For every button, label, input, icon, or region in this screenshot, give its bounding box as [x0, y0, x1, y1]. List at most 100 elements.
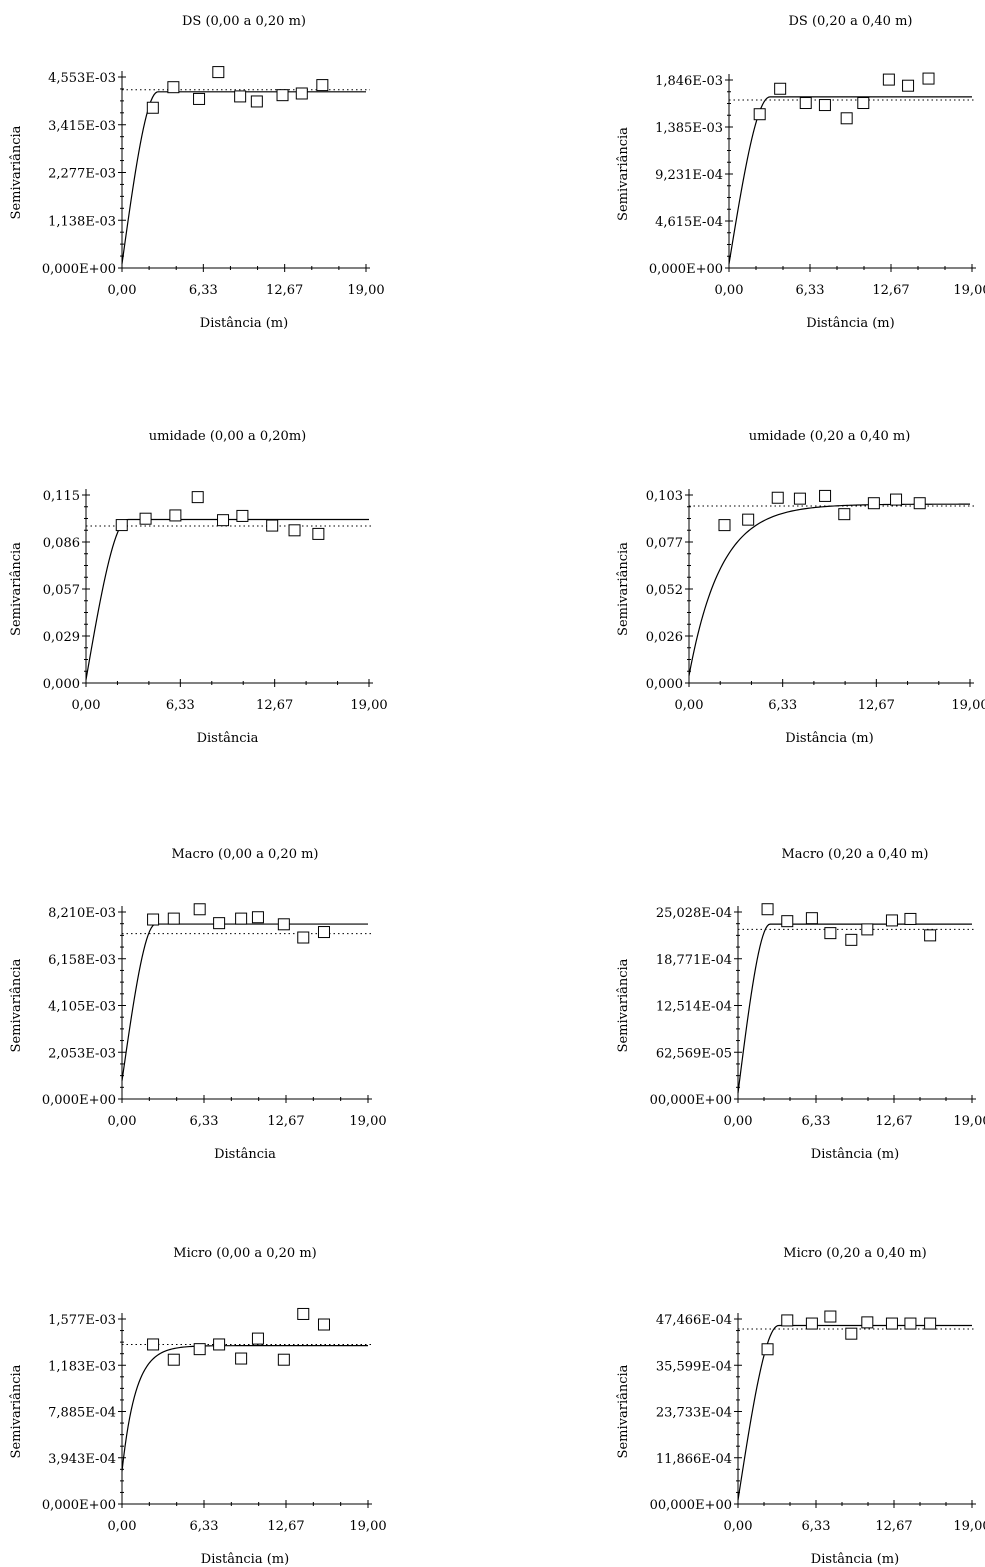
data-point — [193, 92, 206, 105]
x-tick-label: 19,00 — [953, 1519, 985, 1534]
data-point — [235, 1352, 248, 1365]
x-tick-label: 19,00 — [350, 698, 387, 713]
y-tick-label: 0,057 — [43, 583, 80, 598]
data-point — [115, 519, 128, 532]
x-tick-label: 19,00 — [347, 283, 384, 298]
y-tick-label: 0,000E+00 — [42, 1498, 116, 1513]
data-point — [867, 497, 880, 510]
y-tick-label: 4,105E-03 — [48, 1000, 116, 1015]
data-point — [235, 912, 248, 925]
x-tick-label: 12,67 — [875, 1519, 912, 1534]
y-tick-label: 0,029 — [43, 630, 80, 645]
y-tick-label: 0,000 — [43, 677, 80, 692]
chart-title: Micro (0,20 a 0,40 m) — [783, 1246, 926, 1261]
y-tick-label: 1,846E-03 — [655, 74, 723, 89]
chart-panel-5: Macro (0,20 a 0,40 m) Semivariância Dist… — [616, 847, 985, 1162]
y-tick-label: 3,943E-04 — [48, 1452, 116, 1467]
chart-panel-6: Micro (0,00 a 0,20 m) Semivariância Dist… — [9, 1246, 387, 1567]
y-tick-label: 11,866E-04 — [656, 1452, 732, 1467]
y-tick-label: 0,026 — [646, 630, 683, 645]
y-tick-label: 6,158E-03 — [48, 953, 116, 968]
y-tick-label: 35,599E-04 — [656, 1359, 732, 1374]
y-tick-label: 1,385E-03 — [655, 121, 723, 136]
data-point — [819, 489, 832, 502]
data-point — [753, 108, 766, 121]
y-tick-label: 9,231E-04 — [655, 168, 723, 183]
y-tick-label: 00,000E+00 — [650, 1093, 732, 1108]
data-point — [193, 1343, 206, 1356]
data-point — [212, 66, 225, 79]
data-point — [861, 923, 874, 936]
data-point — [761, 903, 774, 916]
model-curve — [85, 518, 369, 680]
x-tick-label: 6,33 — [802, 1114, 831, 1129]
x-tick-label: 19,00 — [953, 1114, 985, 1129]
x-tick-label: 19,00 — [951, 698, 985, 713]
data-point — [213, 917, 226, 930]
data-point — [276, 89, 289, 102]
data-point — [882, 73, 895, 86]
data-point — [297, 931, 310, 944]
data-point — [761, 1343, 774, 1356]
data-point — [861, 1316, 874, 1329]
data-point — [147, 913, 160, 926]
data-point — [922, 72, 935, 85]
chart-title: Macro (0,00 a 0,20 m) — [171, 847, 318, 862]
x-tick-label: 6,33 — [796, 283, 825, 298]
x-axis-label: Distância — [214, 1147, 276, 1162]
x-tick-label: 0,00 — [715, 283, 744, 298]
data-point — [742, 513, 755, 526]
x-tick-label: 0,00 — [724, 1519, 753, 1534]
x-tick-label: 6,33 — [189, 283, 218, 298]
chart-title: Macro (0,20 a 0,40 m) — [781, 847, 928, 862]
model-curve — [728, 96, 972, 265]
x-tick-label: 6,33 — [768, 698, 797, 713]
x-axis-label: Distância (m) — [811, 1552, 899, 1567]
x-tick-label: 6,33 — [190, 1114, 219, 1129]
x-tick-label: 12,67 — [266, 283, 303, 298]
data-point — [845, 933, 858, 946]
x-axis-label: Distância (m) — [785, 731, 873, 746]
data-point — [250, 95, 263, 108]
chart-panel-0: DS (0,00 a 0,20 m) Semivariância Distânc… — [9, 14, 385, 331]
y-tick-label: 47,466E-04 — [656, 1313, 732, 1328]
y-tick-label: 23,733E-04 — [656, 1406, 732, 1421]
y-tick-label: 0,000E+00 — [42, 1093, 116, 1108]
y-tick-label: 0,052 — [646, 583, 683, 598]
data-point — [169, 509, 182, 522]
y-axis-label: Semivariância — [9, 958, 24, 1052]
data-point — [818, 99, 831, 112]
data-point — [840, 112, 853, 125]
data-point — [838, 508, 851, 521]
data-point — [277, 1353, 290, 1366]
data-point — [890, 493, 903, 506]
data-point — [236, 509, 249, 522]
data-point — [191, 491, 204, 504]
x-tick-label: 19,00 — [349, 1519, 386, 1534]
y-tick-label: 2,277E-03 — [48, 167, 116, 182]
data-point — [781, 915, 794, 928]
chart-title: DS (0,20 a 0,40 m) — [789, 14, 913, 29]
data-point — [845, 1327, 858, 1340]
y-tick-label: 25,028E-04 — [656, 906, 732, 921]
y-axis-label: Semivariância — [9, 1364, 24, 1458]
data-point — [904, 1317, 917, 1330]
data-point — [167, 1353, 180, 1366]
data-point — [924, 929, 937, 942]
chart-title: DS (0,00 a 0,20 m) — [182, 14, 306, 29]
y-tick-label: 2,053E-03 — [48, 1046, 116, 1061]
data-point — [805, 912, 818, 925]
data-point — [266, 519, 279, 532]
x-tick-label: 12,67 — [256, 698, 293, 713]
x-tick-label: 0,00 — [108, 1114, 137, 1129]
chart-title: umidade (0,20 a 0,40 m) — [749, 429, 911, 444]
data-point — [139, 512, 152, 525]
data-point — [771, 491, 784, 504]
model-curve — [737, 923, 972, 1094]
y-axis-label: Semivariância — [616, 1364, 631, 1458]
y-tick-label: 0,000 — [646, 677, 683, 692]
x-tick-label: 19,00 — [349, 1114, 386, 1129]
chart-panel-7: Micro (0,20 a 0,40 m) Semivariância Dist… — [616, 1246, 985, 1567]
data-point — [234, 90, 247, 103]
x-tick-label: 12,67 — [875, 1114, 912, 1129]
